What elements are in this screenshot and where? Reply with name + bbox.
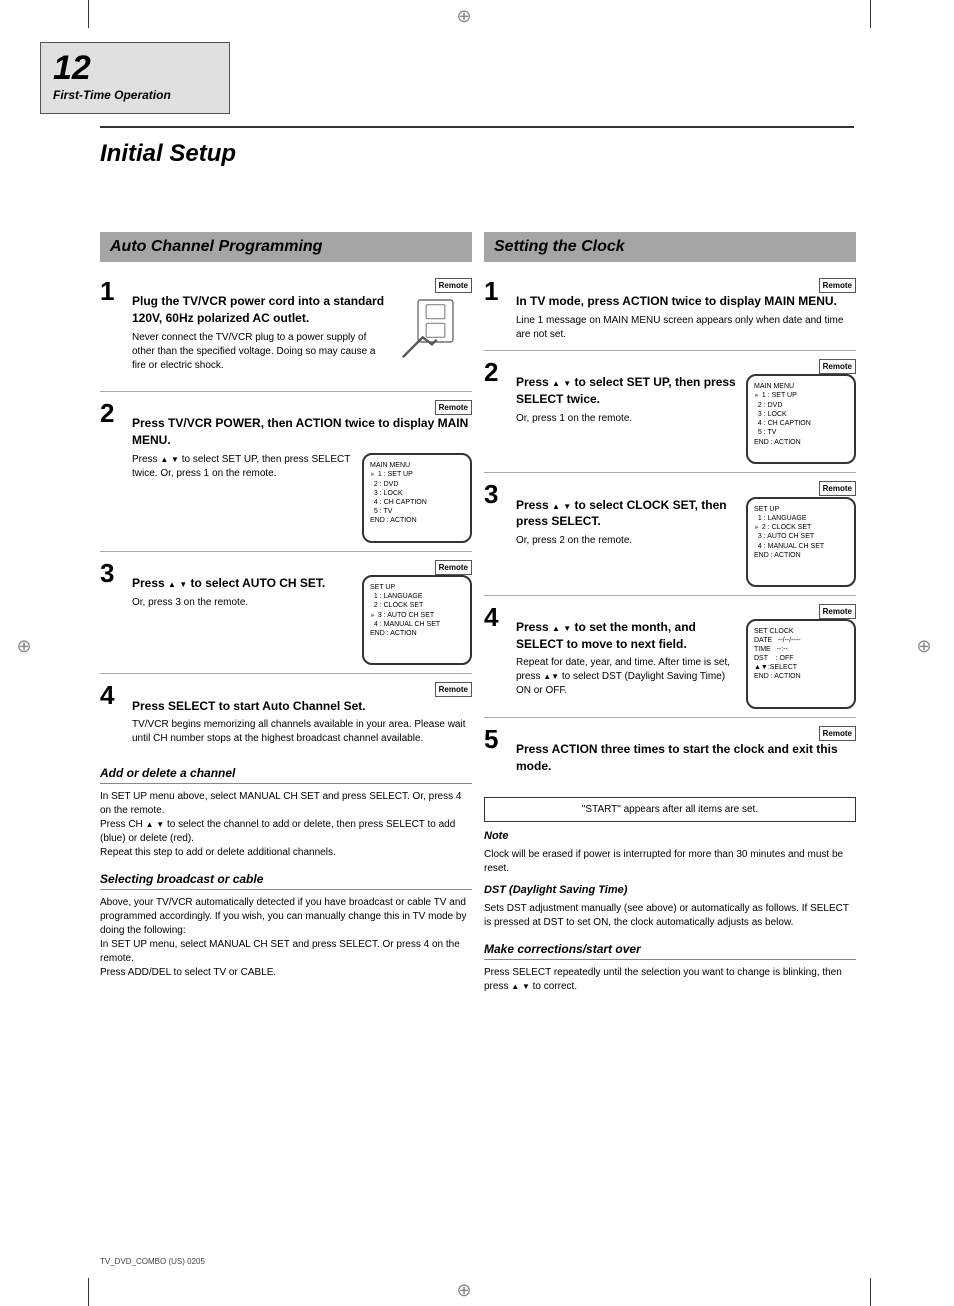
step-row: 1 Remote In TV mode, press ACTION twice … [484,270,856,351]
note-label: Note [484,830,856,842]
remote-badge: Remote [819,481,856,496]
step-row: 2 Remote MAIN MENU 1 : SET UP 2 : DVD 3 … [484,351,856,473]
step-number: 4 [100,682,124,746]
subhead: Selecting broadcast or cable [100,872,472,890]
step-row: 3 Remote SET UP 1 : LANGUAGE 2 : CLOCK S… [100,552,472,674]
page-tab: 12 First-Time Operation [40,42,230,114]
step-row: 4 Remote SET CLOCKDATE --/--/----TIME --… [484,596,856,718]
step-row: 3 Remote SET UP 1 : LANGUAGE 2 : CLOCK S… [484,473,856,595]
remote-badge: Remote [819,359,856,374]
step-body: Remote MAIN MENU 1 : SET UP 2 : DVD 3 : … [516,359,856,464]
tv-screen: MAIN MENU 1 : SET UP 2 : DVD 3 : LOCK 4 … [746,374,856,464]
step-body: Remote SET UP 1 : LANGUAGE 2 : CLOCK SET… [132,560,472,665]
paragraph: Press SELECT repeatedly until the select… [484,966,856,994]
footer-signature: TV_DVD_COMBO (US) 0205 [100,1257,205,1266]
paragraph: In SET UP menu above, select MANUAL CH S… [100,790,472,860]
step-body: Remote SET CLOCKDATE --/--/----TIME --:-… [516,604,856,709]
remote-badge: Remote [435,400,472,415]
remote-badge: Remote [435,278,472,293]
tv-screen: MAIN MENU 1 : SET UP 2 : DVD 3 : LOCK 4 … [362,453,472,543]
step-text: TV/VCR begins memorizing all channels av… [132,718,472,746]
main-title: Initial Setup [100,140,236,168]
crop-mark [88,0,89,28]
step-body: Remote Press SELECT to start Auto Channe… [132,682,472,746]
left-column: Auto Channel Programming 1 Remote Plug t… [100,232,472,980]
step-text: Line 1 message on MAIN MENU screen appea… [516,314,856,342]
step-body: Remote Plug the TV/VCR power cord into a… [132,278,472,383]
crop-mark [870,0,871,28]
dst-body: Sets DST adjustment manually (see above)… [484,902,856,930]
step-number: 3 [100,560,124,665]
step-body: Remote SET UP 1 : LANGUAGE 2 : CLOCK SET… [516,481,856,586]
page-number: 12 [41,43,229,88]
dst-head: DST (Daylight Saving Time) [484,884,856,896]
tv-screen: SET UP 1 : LANGUAGE 2 : CLOCK SET 3 : AU… [362,575,472,665]
step-body: Remote In TV mode, press ACTION twice to… [516,278,856,342]
menu-box: "START" appears after all items are set. [484,797,856,822]
right-column: Setting the Clock 1 Remote In TV mode, p… [484,232,856,994]
remote-badge: Remote [819,278,856,293]
step-number: 4 [484,604,508,709]
step-row: 5 Remote Press ACTION three times to sta… [484,718,856,787]
step-number: 3 [484,481,508,586]
crop-mark [870,1278,871,1306]
step-row: 1 Remote Plug the TV/VCR power cord into… [100,270,472,392]
remote-badge: Remote [819,604,856,619]
tv-screen: SET CLOCKDATE --/--/----TIME --:--DST : … [746,619,856,709]
step-body: Remote Press TV/VCR POWER, then ACTION t… [132,400,472,543]
step-number: 1 [484,278,508,342]
reg-mark-bottom [452,1278,476,1302]
page-label: First-Time Operation [41,88,229,108]
step-head: Press ACTION three times to start the cl… [516,741,856,775]
step-row: 4 Remote Press SELECT to start Auto Chan… [100,674,472,754]
step-number: 1 [100,278,124,383]
subhead: Make corrections/start over [484,942,856,960]
remote-badge: Remote [435,682,472,697]
reg-mark-right [912,634,936,658]
step-number: 2 [100,400,124,543]
crop-mark [88,1278,89,1306]
top-rule [100,126,854,128]
reg-mark-top [452,4,476,28]
subhead: Add or delete a channel [100,766,472,784]
step-number: 2 [484,359,508,464]
step-head: Press SELECT to start Auto Channel Set. [132,698,472,715]
paragraph: Above, your TV/VCR automatically detecte… [100,896,472,980]
reg-mark-left [12,634,36,658]
section-title-left: Auto Channel Programming [100,232,472,262]
remote-badge: Remote [435,560,472,575]
outlet-illustration [392,293,472,383]
step-number: 5 [484,726,508,779]
remote-badge: Remote [819,726,856,741]
section-title-right: Setting the Clock [484,232,856,262]
step-head: Press TV/VCR POWER, then ACTION twice to… [132,415,472,449]
step-body: Remote Press ACTION three times to start… [516,726,856,779]
step-head: In TV mode, press ACTION twice to displa… [516,293,856,310]
step-row: 2 Remote Press TV/VCR POWER, then ACTION… [100,392,472,552]
tv-screen: SET UP 1 : LANGUAGE 2 : CLOCK SET 3 : AU… [746,497,856,587]
note-body: Clock will be erased if power is interru… [484,848,856,876]
